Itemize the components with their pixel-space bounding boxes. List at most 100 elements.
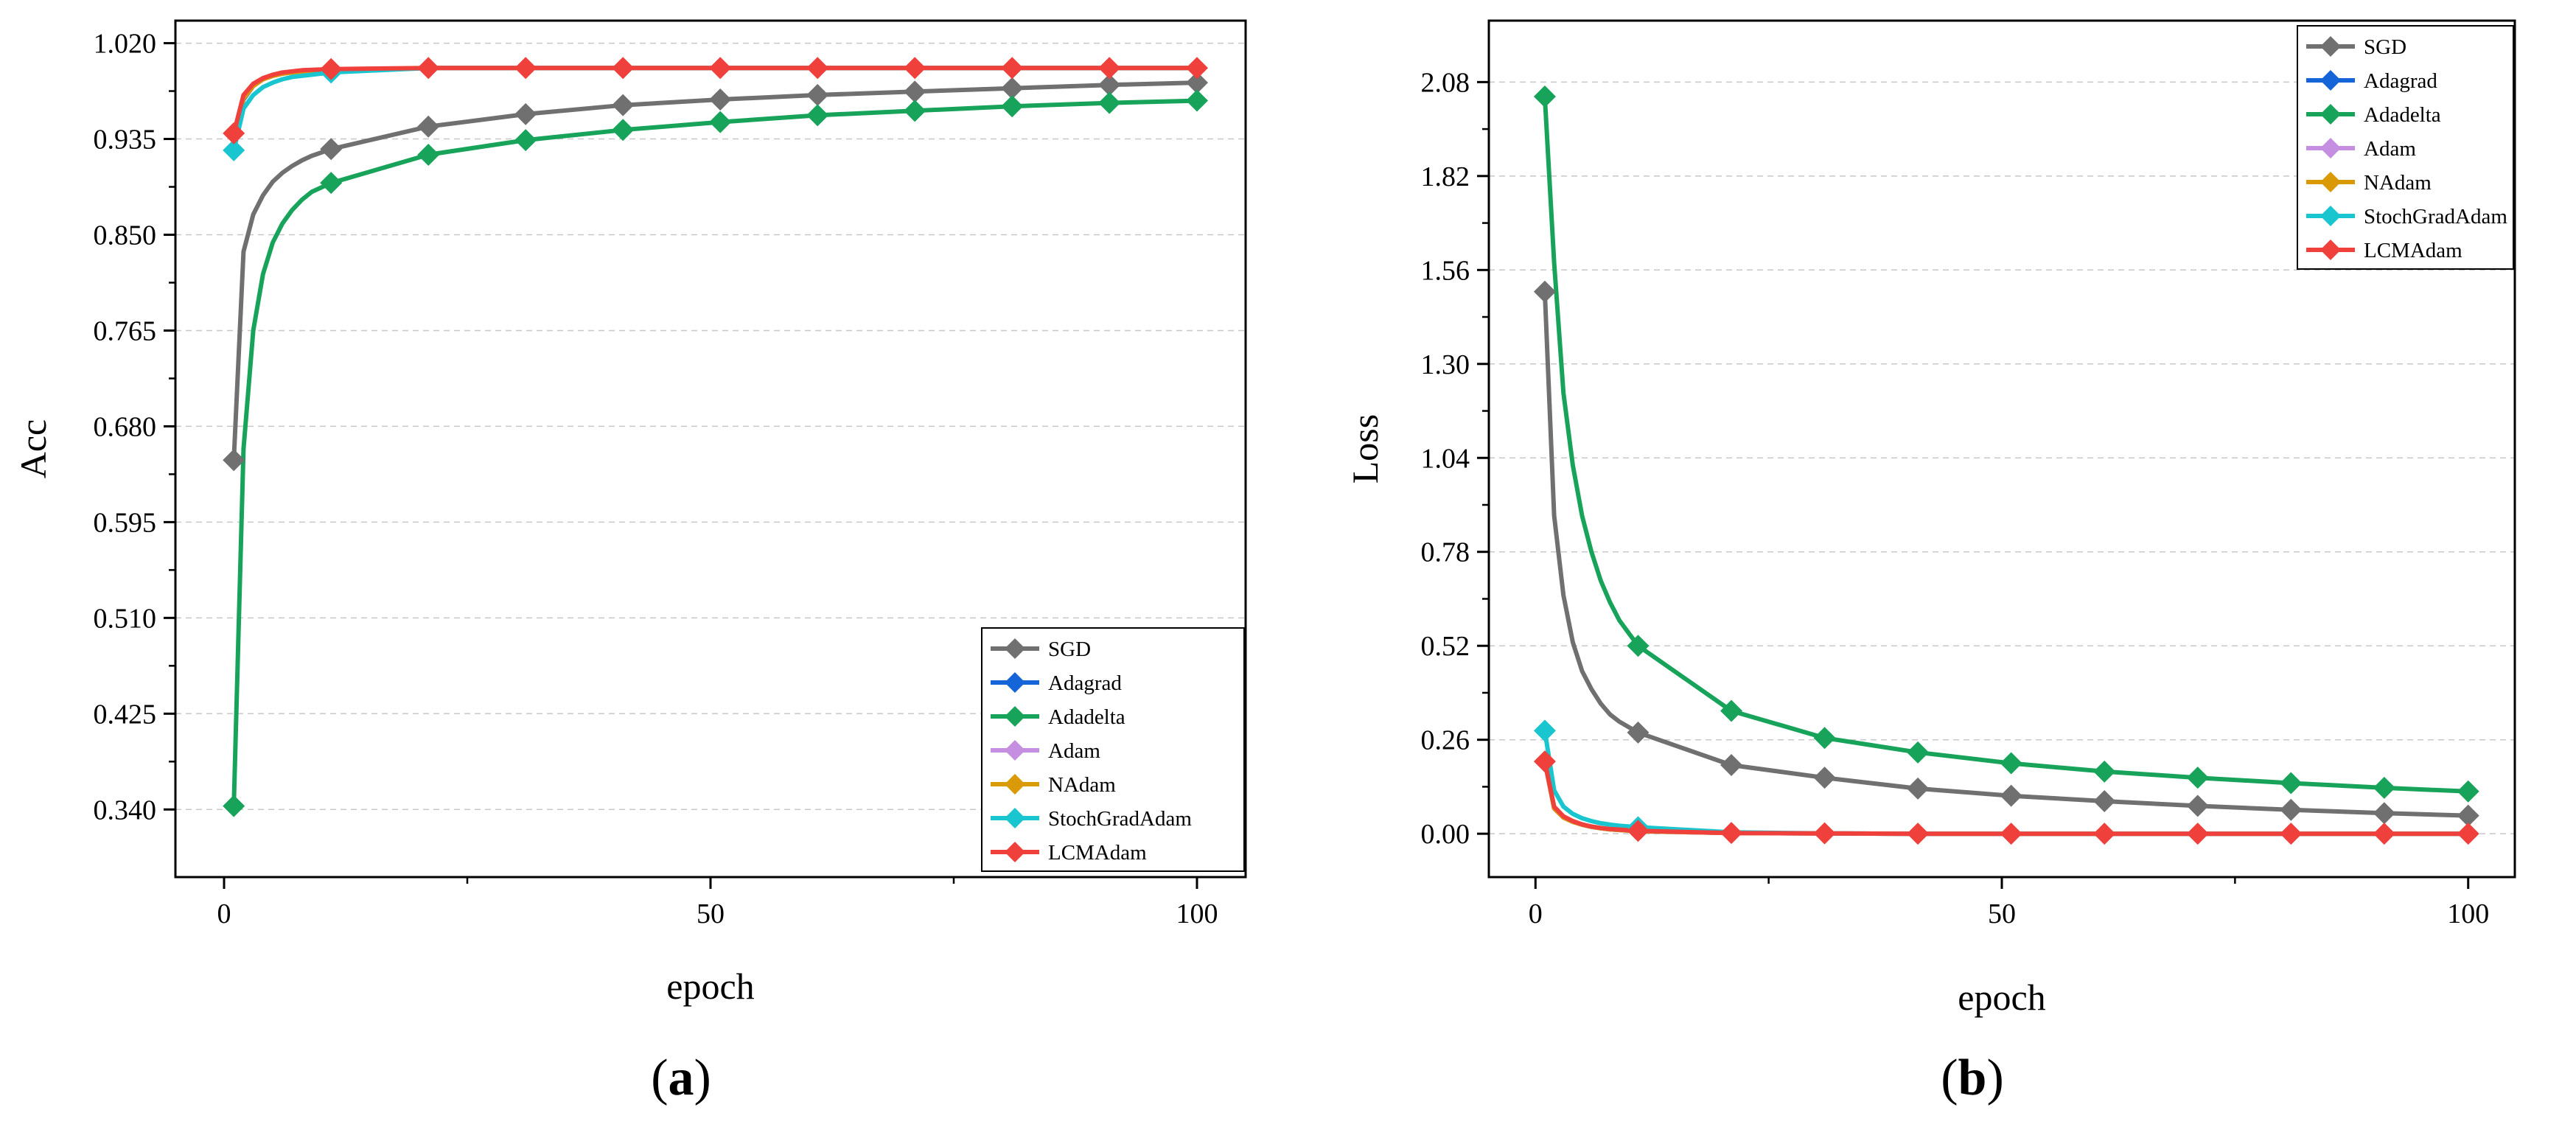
- legend-swatch-marker: [2320, 138, 2341, 158]
- data-point-sgd: [320, 138, 343, 161]
- y-tick-label: 0.340: [94, 795, 157, 825]
- series-layer: [223, 57, 1208, 817]
- y-tick-label: 0.935: [94, 125, 157, 156]
- data-point-sgd: [1001, 77, 1024, 100]
- legend-swatch-marker: [2320, 104, 2341, 125]
- data-point-lcmadam: [1186, 57, 1208, 80]
- data-point-adadelta: [223, 795, 245, 817]
- legend-swatch-marker: [2320, 70, 2341, 91]
- data-point-lcmadam: [320, 57, 343, 80]
- legend: SGD Adagrad Adadelta Adam NAdam StochGradAdam…: [2297, 25, 2514, 270]
- panel-label-b: (b): [1941, 1050, 2004, 1106]
- y-axis-title: Loss: [1344, 414, 1386, 484]
- data-point-sgd: [1907, 777, 1930, 800]
- series-line-lcmadam: [1542, 759, 2471, 837]
- data-point-sgd: [806, 83, 829, 106]
- data-point-lcmadam: [904, 57, 926, 80]
- legend-label: SGD: [2364, 35, 2406, 59]
- legend-swatch-marker: [2320, 240, 2341, 260]
- data-point-adadelta: [1186, 89, 1208, 112]
- data-point-adadelta: [2000, 752, 2022, 775]
- y-tick-label: 1.56: [1421, 255, 1470, 286]
- legend-label: LCMAdam: [2364, 239, 2462, 262]
- legend-swatch-marker: [1005, 706, 1025, 727]
- chart-panel-a: 0.340 0.425 0.510 0.595 0.680 0.765 0.850 0.935…: [13, 19, 1247, 1106]
- data-point-adadelta: [1627, 635, 1650, 657]
- data-point-adadelta: [2280, 772, 2303, 795]
- legend-label: NAdam: [2364, 171, 2432, 195]
- legend-swatch-marker: [2320, 206, 2341, 226]
- legend-swatch-marker: [1005, 740, 1025, 761]
- axis-ticks: 0.00 0.26 0.52 0.78 1.04 1.30 1.56 1.82 2.08 0 50 1…: [1421, 67, 2490, 929]
- data-point-lcmadam: [2457, 823, 2479, 845]
- data-point-lcmadam: [1627, 820, 1650, 842]
- legend-label: Adam: [1048, 739, 1100, 763]
- data-point-sgd: [2093, 790, 2116, 813]
- data-point-adadelta: [1098, 91, 1121, 114]
- y-tick-label: 0.850: [94, 220, 157, 251]
- data-point-stochgradadam: [223, 139, 245, 161]
- legend-label: StochGradAdam: [2364, 205, 2507, 228]
- x-tick-label: 100: [1176, 898, 1218, 929]
- legend-swatch-marker: [1005, 638, 1025, 659]
- data-point-lcmadam: [514, 57, 537, 80]
- data-point-adadelta: [1813, 727, 1836, 750]
- data-point-sgd: [1627, 721, 1650, 744]
- legend-swatch-marker: [1005, 672, 1025, 693]
- y-tick-label: 1.04: [1421, 443, 1470, 474]
- legend-label: NAdam: [1048, 773, 1116, 797]
- legend-swatch-marker: [1005, 842, 1025, 862]
- data-point-adadelta: [2093, 760, 2116, 783]
- x-tick-label: 0: [217, 898, 231, 929]
- data-point-sgd: [2457, 804, 2479, 827]
- data-point-sgd: [2373, 802, 2395, 825]
- data-point-lcmadam: [612, 57, 635, 80]
- data-point-adadelta: [514, 129, 537, 152]
- data-point-stochgradadam: [1533, 719, 1556, 742]
- data-point-adadelta: [806, 104, 829, 127]
- legend-label: Adadelta: [2364, 103, 2441, 127]
- data-point-lcmadam: [2373, 823, 2395, 845]
- y-tick-label: 1.020: [94, 29, 157, 60]
- data-point-adadelta: [1001, 95, 1024, 118]
- panel-label-a: (a): [651, 1050, 711, 1106]
- legend-label: Adadelta: [1048, 705, 1125, 729]
- y-tick-label: 1.82: [1421, 161, 1470, 192]
- y-tick-label: 0.00: [1421, 819, 1470, 850]
- legend-swatch-marker: [1005, 808, 1025, 828]
- panel-letter-a: a: [669, 1050, 694, 1106]
- legend-label: Adagrad: [2364, 69, 2437, 93]
- data-point-sgd: [1813, 767, 1836, 789]
- data-point-adadelta: [1720, 699, 1743, 722]
- data-point-sgd: [2000, 784, 2022, 807]
- data-point-adadelta: [2373, 776, 2395, 799]
- legend-label: SGD: [1048, 638, 1091, 661]
- data-point-sgd: [1186, 71, 1208, 94]
- data-point-sgd: [2186, 795, 2209, 817]
- data-point-lcmadam: [709, 57, 732, 80]
- legend-label: LCMAdam: [1048, 841, 1147, 865]
- data-point-sgd: [904, 80, 926, 103]
- y-tick-label: 0.78: [1421, 537, 1470, 568]
- panel-letter-b: b: [1958, 1050, 1987, 1106]
- y-tick-label: 0.52: [1421, 631, 1470, 662]
- data-point-sgd: [2280, 798, 2303, 821]
- data-point-lcmadam: [2093, 823, 2116, 845]
- data-point-adadelta: [1533, 85, 1556, 108]
- data-point-lcmadam: [223, 122, 245, 144]
- data-point-lcmadam: [1533, 750, 1556, 773]
- data-point-adadelta: [2186, 767, 2209, 789]
- data-point-adadelta: [2457, 780, 2479, 803]
- y-axis-title: Acc: [13, 419, 54, 479]
- data-point-sgd: [223, 449, 245, 472]
- y-tick-label: 0.680: [94, 411, 157, 442]
- data-point-lcmadam: [1907, 823, 1930, 845]
- legend-swatch-marker: [1005, 774, 1025, 795]
- x-tick-label: 50: [1988, 898, 2016, 929]
- legend: SGD Adagrad Adadelta Adam NAdam StochGradAdam…: [981, 627, 1245, 872]
- legend-swatch-marker: [2320, 36, 2341, 57]
- x-tick-label: 50: [697, 898, 725, 929]
- data-point-lcmadam: [2186, 823, 2209, 845]
- data-point-adadelta: [1907, 741, 1930, 764]
